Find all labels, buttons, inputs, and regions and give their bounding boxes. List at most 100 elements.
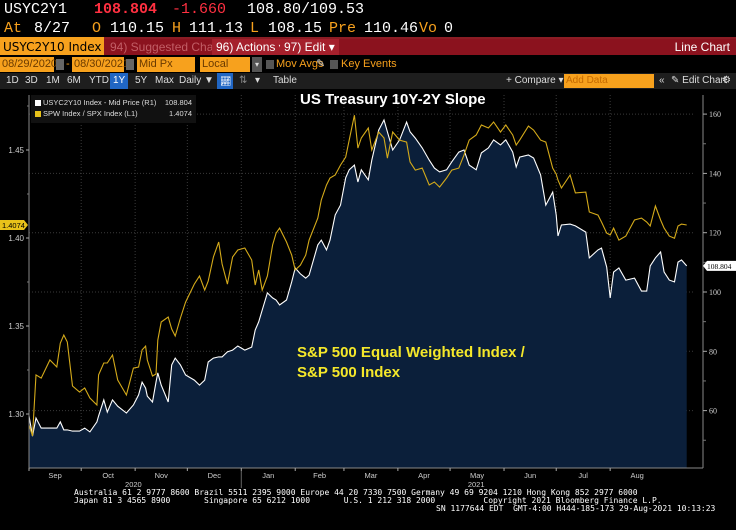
legend-swatch [35, 100, 41, 106]
calendar-icon[interactable] [126, 59, 134, 70]
series-layer [28, 115, 688, 468]
edit-chart-button[interactable]: ✎ Edit Chart [671, 75, 727, 86]
legend-value-white: 108.804 [164, 98, 192, 107]
right-tick-label: 60 [709, 407, 717, 416]
left-tick-label: 1.35 [8, 322, 24, 331]
x-tick-label: Oct [102, 471, 115, 480]
x-tick-label: Mar [364, 471, 377, 480]
last-value-tag-right [703, 260, 736, 271]
x-tick-label: Dec [208, 471, 222, 480]
year-label: 2021 [468, 480, 485, 489]
range-toolbar: 1D 3D 1M 6M YTD 1Y 5Y Max Daily ▼ 📈︎ ⇅ ▾… [0, 73, 736, 89]
last-value-tag-left [0, 219, 28, 230]
legend-item-yellow: SPW Index / SPX Index (L1) [35, 109, 138, 118]
security-input[interactable]: USYC2Y10 Index [0, 39, 104, 55]
left-tick-label: 1.40 [8, 234, 24, 243]
right-tick-label: 80 [709, 347, 717, 356]
open-label: O [92, 20, 102, 37]
low-value: 108.15 [268, 20, 323, 37]
prev-label: Pre [329, 20, 357, 37]
footer-session: SN 1177644 EDT GMT-4:00 H444-185-173 29-… [436, 504, 716, 513]
start-date-field[interactable]: 08/29/2020 [0, 57, 58, 72]
bid-ask: 108.80/109.53 [247, 1, 365, 18]
edit-menu[interactable]: 97) Edit ▾ [280, 39, 339, 55]
price-field-select[interactable]: Mid Px [137, 57, 195, 72]
legend-value-yellow: 1.4074 [169, 109, 192, 118]
footer-contacts-2: Japan 81 3 4565 8900 Singapore 65 6212 1… [74, 496, 662, 505]
function-bar: USYC2Y10 Index 94) Suggested Charts 96) … [0, 39, 736, 55]
x-tick-label: Aug [630, 471, 643, 480]
mov-avgs-checkbox[interactable] [266, 60, 274, 69]
date-separator: - [66, 58, 70, 70]
right-tick-label: 140 [709, 169, 721, 178]
ticker-label: USYC2Y1 [4, 1, 68, 18]
quote-header: USYC2Y1 108.804 -1.660 108.80/109.53 [0, 0, 736, 19]
gear-icon[interactable]: ⚙ [722, 75, 731, 86]
volume-label: Vo [419, 20, 438, 37]
end-date-field[interactable]: 08/30/2021 [72, 57, 130, 72]
range-6m[interactable]: 6M [67, 75, 81, 86]
range-1m[interactable]: 1M [46, 75, 60, 86]
axes: 1.30 1.35 1.40 1.45 60 80 100 120 140 160 Sep Oct No… [0, 95, 736, 489]
legend-item-white: USYC2Y10 Index - Mid Price (R1) [35, 98, 156, 107]
right-tick-label: 100 [709, 288, 721, 297]
at-date: 8/27 [34, 20, 71, 37]
line-chart-icon[interactable]: 📈︎ [217, 73, 233, 89]
range-5y[interactable]: 5Y [135, 75, 148, 86]
x-tick-label: Feb [313, 471, 326, 480]
chart-title: US Treasury 10Y-2Y Slope [300, 91, 486, 108]
collapse-icon[interactable]: « [659, 75, 665, 86]
x-tick-label: Jun [524, 471, 536, 480]
open-value: 110.15 [110, 20, 165, 37]
range-1y[interactable]: 1Y [110, 73, 129, 89]
settings-row: 08/29/2020 - 08/30/2021 Mid Px Local CCY… [0, 57, 736, 85]
low-label: L [250, 20, 260, 37]
compare-button[interactable]: + Compare ▾ [506, 75, 564, 86]
header-divider [0, 37, 736, 39]
x-tick-label: Apr [418, 471, 430, 480]
range-max[interactable]: Max [155, 75, 174, 86]
x-tick-label: Jul [578, 471, 588, 480]
range-3d[interactable]: 3D [25, 75, 38, 86]
range-1d[interactable]: 1D [6, 75, 19, 86]
last-value-right: 108.804 [707, 262, 732, 271]
chevron-down-icon[interactable]: ▾ [252, 57, 262, 72]
x-tick-label: Sep [48, 471, 61, 480]
legend: USYC2Y10 Index - Mid Price (R1) 108.804 … [31, 95, 196, 123]
table-button[interactable]: Table [273, 75, 297, 86]
line-chart[interactable]: 1.30 1.35 1.40 1.45 60 80 100 120 140 160 Sep Oct No… [0, 89, 736, 489]
pencil-icon[interactable]: ✎ [316, 58, 326, 70]
series-line-spw-spx [28, 115, 687, 437]
series-annotation: S&P 500 Equal Weighted Index / S&P 500 I… [297, 343, 525, 383]
annotation-line-1: S&P 500 Equal Weighted Index / [297, 344, 525, 361]
mov-avgs-label[interactable]: Mov Avgs [276, 58, 324, 70]
view-name: Line Chart [674, 40, 730, 54]
frequency-select[interactable]: Daily ▼ [179, 75, 214, 86]
year-label: 2020 [125, 480, 142, 489]
legend-swatch [35, 111, 41, 117]
annotation-line-2: S&P 500 Index [297, 364, 401, 381]
bar-chart-icon[interactable]: ⇅ [239, 75, 248, 86]
net-change: -1.660 [172, 1, 227, 18]
key-events-checkbox[interactable] [330, 60, 338, 69]
currency-select[interactable]: Local CCY [200, 57, 250, 85]
actions-menu[interactable]: 96) Actions ▾ [212, 39, 289, 55]
add-data-input[interactable]: Add Data [564, 74, 654, 88]
suggested-charts-button[interactable]: 94) Suggested Charts [110, 40, 227, 54]
area-fill-usyc2y10 [29, 120, 687, 468]
series-line-usyc2y10 [28, 118, 688, 437]
left-tick-label: 1.30 [8, 410, 24, 419]
key-events-label[interactable]: Key Events [341, 58, 397, 70]
quote-stats: At 8/27 O 110.15 H 111.13 L 108.15 Pre 1… [0, 19, 736, 38]
chevron-down-icon[interactable]: ▾ [255, 75, 261, 86]
right-tick-label: 160 [709, 110, 721, 119]
footer-contacts-1: Australia 61 2 9777 8600 Brazil 5511 239… [74, 488, 638, 497]
last-value-left: 1.4074 [2, 221, 25, 230]
x-tick-label: Jan [262, 471, 274, 480]
high-label: H [172, 20, 182, 37]
left-tick-label: 1.45 [8, 146, 24, 155]
range-ytd[interactable]: YTD [89, 75, 109, 86]
high-value: 111.13 [189, 20, 244, 37]
calendar-icon[interactable] [56, 59, 64, 70]
last-price: 108.804 [94, 1, 158, 18]
